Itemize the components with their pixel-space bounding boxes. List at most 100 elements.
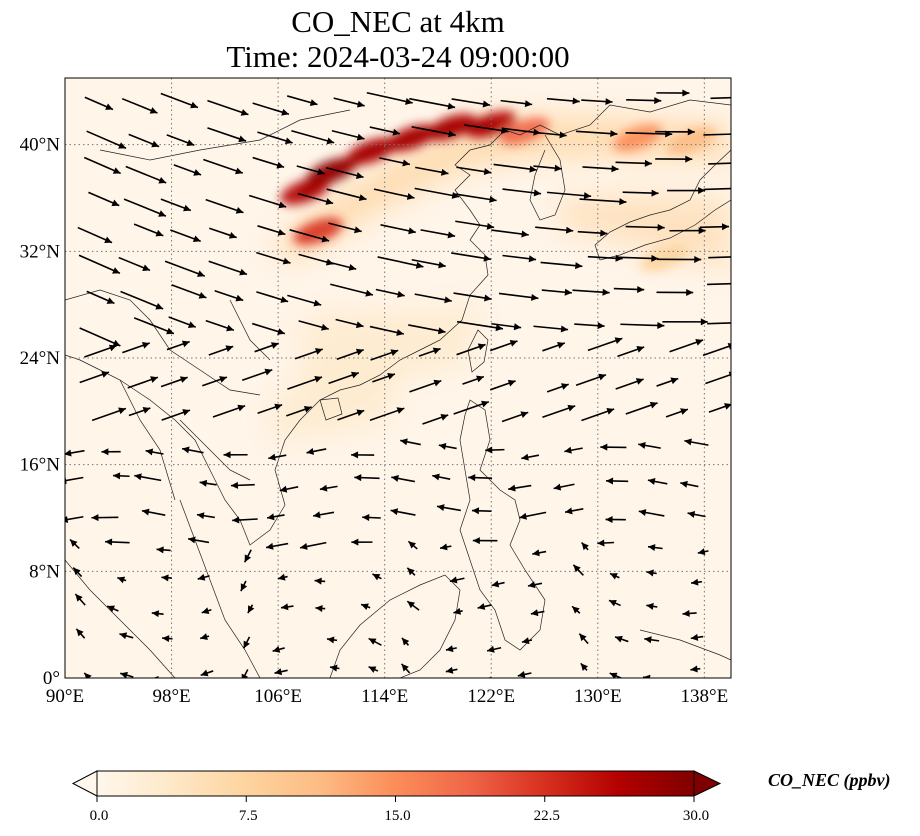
korea-peninsula (529, 134, 566, 221)
wind-arrow (571, 605, 581, 614)
wind-arrow (166, 134, 195, 147)
wind-arrow (575, 373, 607, 386)
china-coast (65, 99, 731, 546)
coastlines (65, 99, 731, 678)
wind-arrow (572, 564, 584, 576)
wind-arrow (667, 187, 706, 195)
y-tick-label: 8°N (29, 561, 60, 582)
wind-arrow (647, 544, 663, 552)
wind-arrow (65, 449, 85, 457)
wind-arrow (319, 484, 338, 492)
wind-arrow (156, 546, 171, 554)
wind-arrow (455, 193, 497, 203)
map-time-subtitle: Time: 2024-03-24 09:00:00 (226, 39, 570, 74)
wind-arrow (578, 633, 589, 645)
wind-arrow (209, 227, 237, 239)
wind-arrow (655, 128, 695, 136)
wind-arrow (252, 102, 290, 116)
wind-arrow (104, 538, 130, 546)
wind-arrow (521, 453, 540, 461)
wind-arrow (223, 451, 248, 459)
wind-arrow (256, 291, 289, 303)
wind-arrow (362, 513, 381, 521)
wind-arrow (642, 674, 654, 678)
diffuse-plume (270, 115, 731, 440)
wind-arrow (574, 322, 605, 330)
wind-arrow (669, 338, 704, 353)
colorbar-gradient (97, 771, 694, 796)
wind-arrow (625, 223, 665, 231)
wind-arrow (708, 256, 731, 259)
wind-arrow (533, 164, 562, 172)
wind-arrow (123, 198, 167, 217)
wind-arrow (106, 605, 119, 613)
wind-arrow (414, 293, 452, 304)
wind-arrow (581, 98, 613, 106)
wind-arrow (208, 345, 234, 356)
wind-arrow (531, 131, 567, 139)
wind-arrow (581, 408, 615, 422)
wind-arrow (208, 260, 248, 276)
wind-arrow (77, 226, 113, 244)
wind-arrow (508, 484, 532, 492)
wind-arrow (294, 348, 324, 360)
wind-arrow (580, 662, 589, 671)
wind-arrow (83, 156, 121, 175)
wind-arrow (72, 567, 83, 578)
wind-arrow (409, 97, 456, 110)
wind-arrow (600, 443, 627, 451)
wind-arrow (620, 321, 665, 329)
wind-arrow (232, 516, 258, 524)
wind-arrow (196, 512, 215, 520)
wind-arrow (542, 341, 566, 352)
wind-arrow (252, 156, 285, 169)
wind-arrow (564, 507, 584, 515)
colorbar-tick-label: 30.0 (683, 808, 709, 824)
wind-arrow (638, 441, 661, 449)
wind-arrow (438, 442, 457, 450)
wind-arrow (84, 96, 114, 111)
wind-arrow (521, 637, 533, 645)
wind-arrow (502, 254, 537, 263)
wind-arrow (337, 409, 365, 421)
wind-arrow (368, 637, 382, 646)
wind-arrow (455, 220, 495, 230)
wind-arrow (703, 187, 731, 191)
new-guinea (639, 629, 731, 661)
wind-arrow (254, 342, 279, 353)
wind-arrow (286, 95, 318, 106)
wind-arrow (657, 256, 702, 264)
gridlines (65, 78, 731, 678)
wind-arrow (335, 318, 364, 329)
y-tick-label: 16°N (20, 455, 61, 476)
wind-arrow (477, 603, 492, 610)
wind-arrow (445, 666, 458, 674)
wind-arrow (656, 289, 694, 297)
wind-arrow (141, 508, 166, 516)
colorbar-tick-label: 15.0 (384, 808, 410, 824)
wind-arrow (662, 318, 708, 326)
wind-arrow (420, 229, 456, 239)
wind-arrow (257, 131, 293, 145)
wind-arrow (647, 477, 668, 485)
wind-arrow (665, 408, 689, 418)
y-tick-label: 40°N (20, 135, 61, 156)
wind-arrow (646, 602, 658, 610)
wind-arrow (587, 337, 623, 352)
wind-arrow (449, 576, 465, 584)
wind-arrow (265, 542, 289, 550)
wind-arrow (587, 254, 623, 262)
wind-arrow (646, 569, 657, 577)
wind-arrow (287, 375, 323, 390)
wind-arrow (439, 543, 452, 551)
wind-arrow (617, 346, 645, 358)
wind-arrow (615, 378, 644, 390)
wind-arrow (280, 603, 294, 611)
x-tick-label: 98°E (152, 686, 190, 707)
map-title: CO_NEC at 4km (291, 4, 505, 39)
wind-arrow (248, 194, 287, 209)
wind-arrow (680, 480, 699, 488)
wind-arrow (117, 576, 127, 584)
wind-arrow (407, 540, 418, 550)
wind-arrow (369, 126, 401, 136)
